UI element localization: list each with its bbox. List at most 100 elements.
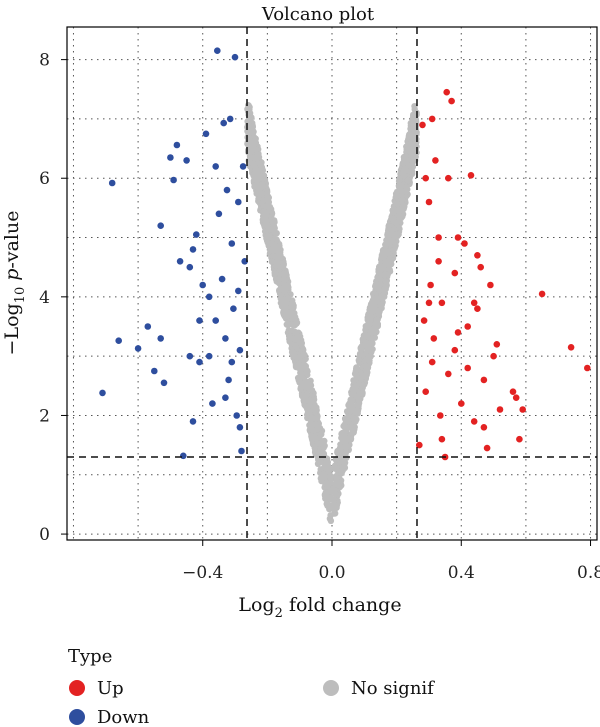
x-axis-title: Log2 fold change: [238, 594, 401, 621]
no-signif-point: [291, 328, 299, 336]
up-point: [445, 370, 452, 378]
down-point: [231, 53, 239, 61]
down-point: [183, 157, 190, 164]
no-signif-point: [363, 339, 370, 346]
no-signif-point: [285, 310, 292, 317]
no-signif-point: [264, 239, 272, 246]
up-point: [470, 418, 478, 425]
down-point: [193, 231, 200, 238]
no-signif-point: [360, 372, 367, 380]
no-signif-point: [337, 453, 344, 461]
up-point: [496, 406, 504, 413]
down-point: [115, 337, 122, 345]
no-signif-point: [364, 355, 371, 363]
down-point: [228, 358, 236, 366]
y-tick-label: 6: [39, 169, 50, 189]
no-signif-point: [277, 295, 284, 302]
up-point: [464, 364, 472, 372]
up-point: [454, 329, 462, 336]
down-point: [205, 293, 213, 301]
no-signif-point: [359, 382, 366, 389]
up-point: [490, 352, 497, 360]
down-point: [222, 394, 229, 402]
no-signif-point: [332, 480, 339, 488]
down-point: [223, 186, 231, 194]
no-signif-point: [395, 177, 403, 185]
no-signif-point: [296, 375, 303, 382]
no-signif-point: [345, 424, 353, 431]
no-signif-point: [249, 160, 256, 167]
no-signif-point: [277, 252, 284, 259]
no-signif-point: [246, 109, 253, 116]
down-point: [134, 345, 142, 352]
no-signif-point: [324, 463, 332, 471]
down-point: [205, 352, 213, 360]
up-point: [512, 394, 520, 402]
down-point: [220, 119, 227, 127]
no-signif-point: [393, 207, 400, 214]
no-signif-point: [306, 381, 313, 388]
no-signif-points: [244, 102, 420, 524]
threshold-lines: [67, 27, 597, 540]
down-point: [238, 447, 245, 455]
down-point: [173, 141, 181, 149]
no-signif-point: [341, 429, 348, 436]
down-point: [196, 317, 203, 324]
no-signif-point: [348, 390, 356, 398]
no-signif-point: [384, 230, 391, 237]
up-point: [454, 234, 462, 241]
no-signif-point: [357, 350, 364, 358]
y-tick-label: 2: [39, 406, 50, 426]
no-signif-point: [260, 197, 267, 204]
grid-lines: [67, 27, 597, 540]
down-point: [157, 222, 164, 229]
up-point: [477, 263, 485, 271]
up-point: [428, 115, 436, 123]
down-point: [170, 176, 177, 184]
no-signif-point: [296, 353, 303, 361]
down-point: [239, 163, 247, 170]
up-point: [416, 441, 423, 449]
down-points: [99, 47, 248, 460]
down-point: [180, 452, 187, 460]
no-signif-point: [250, 145, 257, 152]
up-point: [483, 444, 491, 452]
up-point: [438, 299, 446, 307]
down-point: [214, 47, 221, 54]
legend-no-signif-swatch: [323, 680, 339, 696]
no-signif-point: [379, 292, 386, 300]
down-point: [189, 246, 197, 253]
no-signif-point: [251, 176, 258, 183]
up-point: [509, 388, 517, 396]
no-signif-point: [262, 217, 269, 224]
up-point: [438, 435, 446, 443]
no-signif-point: [381, 271, 388, 279]
down-point: [236, 424, 244, 431]
up-point: [474, 252, 481, 259]
up-point: [420, 317, 428, 324]
no-signif-point: [323, 500, 330, 508]
no-signif-point: [308, 433, 315, 440]
no-signif-point: [251, 139, 258, 146]
no-signif-point: [274, 246, 281, 253]
down-point: [151, 367, 158, 375]
down-point: [230, 305, 237, 313]
no-signif-point: [279, 284, 286, 292]
no-signif-point: [406, 168, 414, 175]
no-signif-point: [373, 294, 381, 301]
y-axis-title: −Log10 p-value: [1, 211, 28, 356]
down-point: [144, 323, 152, 330]
no-signif-point: [345, 417, 352, 424]
no-signif-point: [333, 474, 341, 481]
no-signif-point: [365, 345, 372, 353]
no-signif-point: [376, 281, 384, 288]
chart-title: Volcano plot: [261, 4, 375, 25]
no-signif-point: [363, 324, 370, 332]
no-signif-point: [382, 278, 389, 285]
down-point: [99, 389, 106, 397]
no-signif-point: [363, 366, 370, 374]
up-point: [435, 234, 442, 241]
no-signif-point: [353, 416, 360, 423]
no-signif-point: [349, 429, 356, 436]
